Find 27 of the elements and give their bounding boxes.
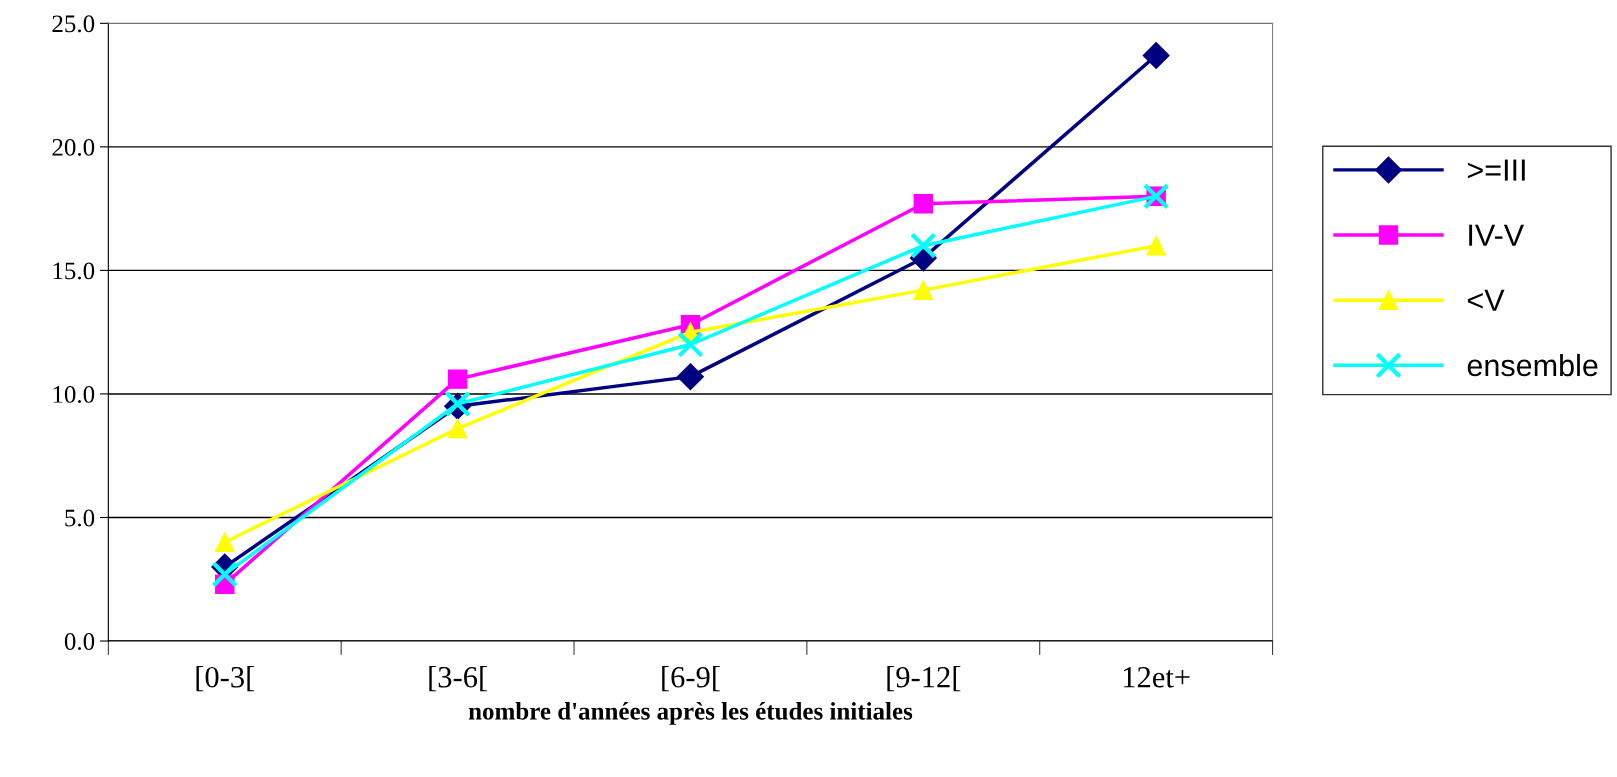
point: [211, 561, 238, 588]
point: [215, 532, 235, 552]
x-tick-label: [3-6[: [429, 666, 488, 692]
legend-label: >=III: [1467, 159, 1525, 181]
x-tick-label: [9-12[: [887, 666, 961, 692]
point: [676, 363, 704, 391]
y-tick-label: 25.0: [52, 15, 95, 33]
y-tick-label: 20.0: [52, 138, 95, 156]
point: [1142, 41, 1170, 69]
x-axis-title: nombre d'années après les études initiales: [468, 702, 913, 725]
point: [913, 280, 934, 300]
point: [913, 193, 934, 214]
x-tick-label: 12et+: [1123, 666, 1190, 688]
legend-label: IV-V: [1469, 224, 1525, 246]
y-tick-label: 0.0: [64, 633, 95, 651]
point: [1146, 235, 1166, 256]
legend-label: <V: [1467, 289, 1505, 311]
x-tick-label: [6-9[: [662, 666, 720, 692]
x-tick-label: [0-3[: [196, 666, 255, 692]
point: [447, 369, 468, 389]
point: [910, 232, 937, 259]
y-tick-label: 10.0: [53, 385, 95, 403]
point: [677, 331, 704, 358]
y-tick-label: 15.0: [53, 262, 95, 280]
y-tick-label: 5.0: [65, 509, 95, 527]
legend-label: ensemble: [1467, 353, 1598, 377]
point: [447, 418, 468, 439]
